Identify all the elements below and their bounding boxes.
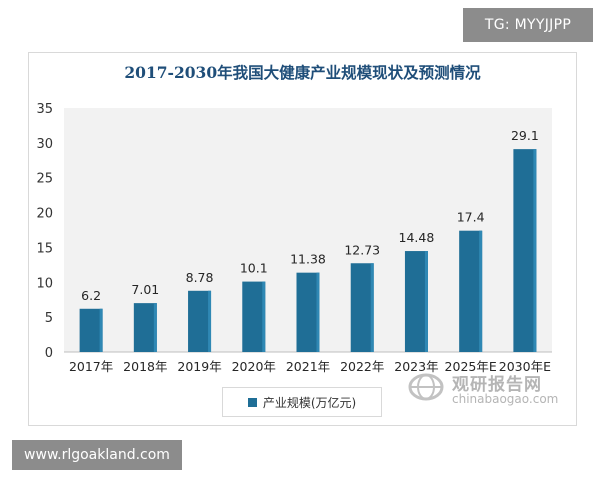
x-tick-label: 2018年 bbox=[123, 359, 167, 374]
legend-label: 产业规模(万亿元) bbox=[262, 395, 357, 410]
bar-edge bbox=[370, 263, 374, 352]
x-tick-label: 2023年 bbox=[394, 359, 438, 374]
bar bbox=[79, 308, 103, 352]
site-badge: www.rlgoakland.com bbox=[12, 440, 182, 470]
bar bbox=[459, 230, 483, 352]
x-tick-label: 2025年E bbox=[445, 359, 497, 374]
bar bbox=[350, 263, 374, 352]
x-tick-label: 2017年 bbox=[69, 359, 113, 374]
x-tick-label: 2020年 bbox=[232, 359, 276, 374]
bar-edge bbox=[424, 251, 428, 352]
data-label: 12.73 bbox=[344, 242, 380, 257]
y-tick-label: 15 bbox=[36, 241, 53, 256]
legend-swatch bbox=[247, 397, 257, 407]
bar bbox=[296, 272, 320, 352]
bar bbox=[513, 149, 537, 352]
data-label: 29.1 bbox=[511, 128, 539, 143]
bar-edge bbox=[479, 230, 483, 352]
bar bbox=[133, 303, 157, 352]
tg-badge: TG: MYYJJPP bbox=[463, 8, 593, 42]
x-tick-label: 2030年E bbox=[499, 359, 551, 374]
bar-edge bbox=[316, 272, 320, 352]
data-label: 14.48 bbox=[399, 230, 435, 245]
data-label: 10.1 bbox=[240, 261, 268, 276]
data-label: 17.4 bbox=[457, 210, 485, 225]
bar bbox=[188, 290, 212, 352]
y-tick-label: 35 bbox=[36, 102, 53, 117]
data-label: 7.01 bbox=[131, 282, 159, 297]
watermark-en: chinabaogao.com bbox=[452, 392, 559, 406]
globe-logo-icon bbox=[408, 373, 444, 401]
y-tick-label: 20 bbox=[36, 207, 53, 222]
x-tick-label: 2022年 bbox=[340, 359, 384, 374]
bar bbox=[242, 281, 266, 352]
bar-edge bbox=[99, 308, 103, 352]
x-tick-label: 2021年 bbox=[286, 359, 330, 374]
y-tick-label: 25 bbox=[36, 172, 53, 187]
bar-edge bbox=[153, 303, 157, 352]
data-label: 8.78 bbox=[186, 270, 214, 285]
x-tick-label: 2019年 bbox=[177, 359, 221, 374]
y-tick-label: 30 bbox=[36, 137, 53, 152]
watermark-cn: 观研报告网 bbox=[452, 375, 542, 395]
bar-edge bbox=[208, 290, 212, 352]
data-label: 11.38 bbox=[290, 252, 326, 267]
data-label: 6.2 bbox=[81, 288, 101, 303]
watermark: 观研报告网 chinabaogao.com bbox=[408, 368, 558, 408]
bar bbox=[404, 251, 428, 352]
bar-edge bbox=[262, 281, 266, 352]
y-tick-label: 0 bbox=[45, 346, 53, 361]
chart-title: 2017-2030年我国大健康产业规模现状及预测情况 bbox=[124, 63, 481, 82]
y-tick-label: 10 bbox=[36, 276, 53, 291]
y-tick-label: 5 bbox=[45, 311, 53, 326]
legend: 产业规模(万亿元) bbox=[222, 387, 382, 417]
bar-edge bbox=[533, 149, 537, 352]
